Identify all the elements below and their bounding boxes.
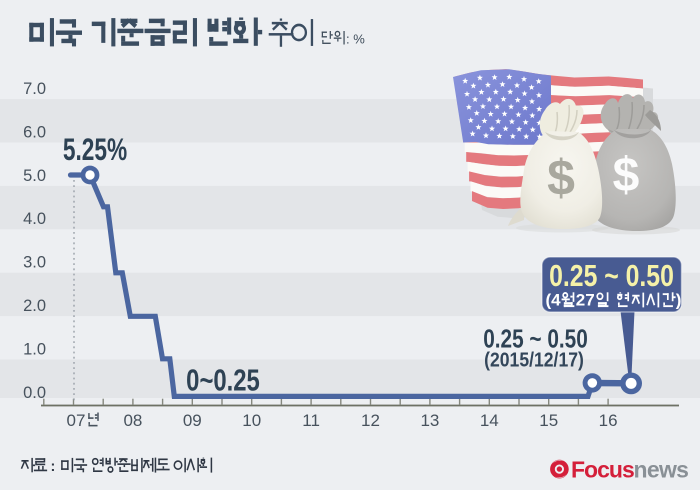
svg-text:2.0: 2.0 — [23, 297, 46, 315]
svg-text:news: news — [634, 457, 689, 483]
svg-text:14: 14 — [480, 411, 499, 430]
svg-text:7.0: 7.0 — [23, 80, 46, 98]
svg-text:5.0: 5.0 — [23, 167, 46, 185]
svg-text:0.25 ~ 0.50: 0.25 ~ 0.50 — [549, 258, 674, 292]
svg-text:11: 11 — [302, 411, 320, 430]
svg-text:: %: : % — [346, 32, 365, 47]
svg-text:07: 07 — [67, 411, 86, 430]
svg-text:0.0: 0.0 — [23, 384, 46, 402]
svg-text:3.0: 3.0 — [23, 254, 46, 272]
svg-text:(4: (4 — [546, 291, 562, 310]
svg-text:1.0: 1.0 — [23, 340, 46, 358]
svg-text:5.25%: 5.25% — [63, 131, 127, 167]
svg-text:$: $ — [547, 150, 575, 206]
svg-text:Focus: Focus — [571, 457, 634, 483]
svg-text:0.25 ~ 0.50: 0.25 ~ 0.50 — [483, 324, 588, 353]
svg-text:15: 15 — [539, 411, 558, 430]
svg-text:16: 16 — [599, 411, 618, 430]
svg-text:0~0.25: 0~0.25 — [186, 363, 260, 398]
svg-text:08: 08 — [123, 411, 142, 430]
svg-text:27: 27 — [576, 291, 595, 310]
svg-text:10: 10 — [242, 411, 261, 430]
svg-text:12: 12 — [361, 411, 380, 430]
svg-text:(2015/12/17): (2015/12/17) — [484, 348, 584, 370]
svg-text:4.0: 4.0 — [23, 210, 46, 228]
svg-text:6.0: 6.0 — [23, 123, 46, 141]
svg-text::: : — [51, 459, 56, 475]
svg-text:09: 09 — [183, 411, 202, 430]
svg-text:): ) — [676, 291, 682, 310]
svg-text:$: $ — [613, 149, 640, 202]
svg-text:13: 13 — [420, 411, 439, 430]
